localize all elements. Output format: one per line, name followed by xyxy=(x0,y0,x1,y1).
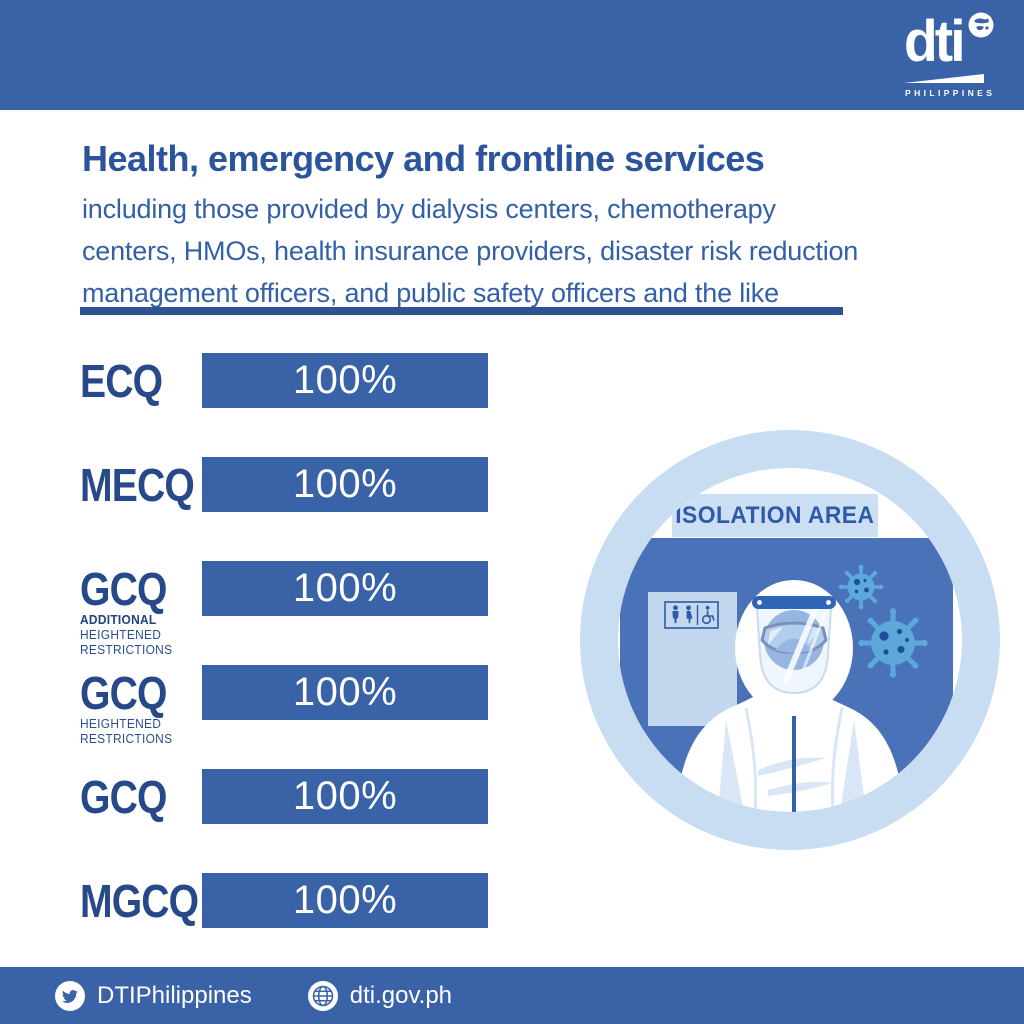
isolation-illustration: ISOLATION AREA xyxy=(580,430,1000,850)
quarantine-sublabel: ADDITIONAL HEIGHTENED RESTRICTIONS xyxy=(80,612,173,657)
chart-row-ecq: ECQ 100% xyxy=(0,353,560,408)
capacity-bar: 100% xyxy=(202,353,488,408)
door-panel xyxy=(648,592,737,726)
quarantine-label: MGCQ xyxy=(80,874,199,927)
quarantine-label: ECQ xyxy=(80,354,163,407)
subtitle-line: management officers, and public safety o… xyxy=(82,278,779,308)
quarantine-sublabel: HEIGHTENED RESTRICTIONS xyxy=(80,716,173,746)
chart-row-mgcq: MGCQ 100% xyxy=(0,873,560,928)
footer-band: DTIPhilippines dti.gov.ph xyxy=(0,967,1024,1024)
isolation-scene xyxy=(620,538,953,812)
subtitle-line: including those provided by dialysis cen… xyxy=(82,194,776,224)
capacity-bar: 100% xyxy=(202,457,488,512)
capacity-bar: 100% xyxy=(202,769,488,824)
capacity-bar: 100% xyxy=(202,665,488,720)
quarantine-label: GCQ xyxy=(80,562,167,615)
chart-row-gcq-hr: GCQ HEIGHTENED RESTRICTIONS 100% xyxy=(0,665,560,746)
capacity-value: 100% xyxy=(292,878,398,922)
capacity-bar: 100% xyxy=(202,561,488,616)
capacity-value: 100% xyxy=(292,566,398,610)
page-subtitle: including those provided by dialysis cen… xyxy=(82,188,858,314)
dti-wedge xyxy=(904,74,984,83)
twitter-handle: DTIPhilippines xyxy=(97,981,252,1009)
page-title: Health, emergency and frontline services xyxy=(82,138,765,179)
chart-row-gcq-ahr: GCQ ADDITIONAL HEIGHTENED RESTRICTIONS 1… xyxy=(0,561,560,657)
dti-globe-icon xyxy=(968,12,994,38)
dti-country-text: PHILIPPINES xyxy=(905,88,996,98)
dti-logo: dti PHILIPPINES xyxy=(904,9,996,100)
isolation-inner-circle: ISOLATION AREA xyxy=(618,468,962,812)
globe-icon xyxy=(307,980,338,1011)
title-divider xyxy=(80,307,843,315)
isolation-area-sign: ISOLATION AREA xyxy=(672,494,878,537)
virus-icon-large xyxy=(858,608,928,678)
quarantine-label: MECQ xyxy=(80,458,195,511)
header-band: dti PHILIPPINES xyxy=(0,0,1024,110)
dti-brand-text: dti xyxy=(904,9,966,74)
goggles-icon xyxy=(760,621,828,654)
virus-icon-small xyxy=(838,564,884,610)
capacity-value: 100% xyxy=(292,462,398,506)
twitter-handle-item[interactable]: DTIPhilippines xyxy=(55,980,252,1011)
woman-icon xyxy=(686,605,693,624)
capacity-value: 100% xyxy=(292,774,398,818)
chart-row-gcq: GCQ 100% xyxy=(0,769,560,824)
wheelchair-icon xyxy=(701,605,715,625)
restroom-sign xyxy=(664,601,719,629)
website-url: dti.gov.ph xyxy=(349,981,453,1009)
chart-row-mecq: MECQ 100% xyxy=(0,457,560,512)
man-icon xyxy=(672,605,679,624)
twitter-icon xyxy=(55,980,85,1011)
website-item[interactable]: dti.gov.ph xyxy=(307,980,453,1011)
subtitle-line: centers, HMOs, health insurance provider… xyxy=(82,236,859,266)
capacity-bar: 100% xyxy=(202,873,488,928)
shield-band xyxy=(752,596,836,609)
face-shield xyxy=(752,596,836,695)
capacity-value: 100% xyxy=(292,358,398,402)
quarantine-label: GCQ xyxy=(80,666,167,719)
ppe-person xyxy=(676,580,904,812)
capacity-value: 100% xyxy=(292,670,398,714)
quarantine-label: GCQ xyxy=(80,770,167,823)
